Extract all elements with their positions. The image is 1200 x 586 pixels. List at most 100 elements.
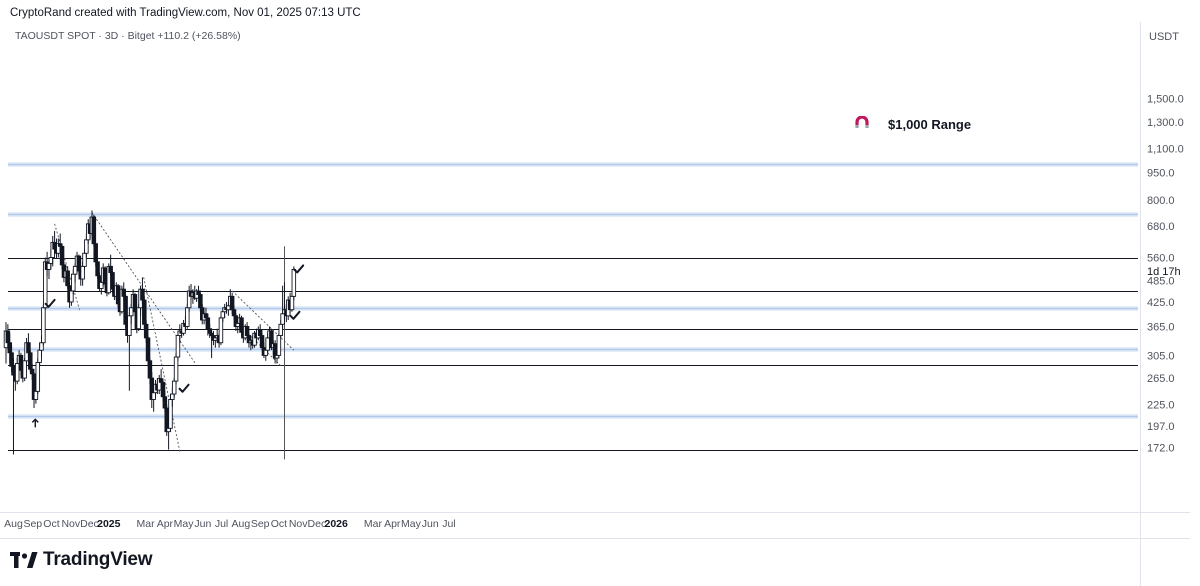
candle-body (39, 342, 44, 351)
price-tick-label: 425.0 (1147, 297, 1175, 309)
candle-body (140, 288, 145, 301)
time-tick-label: Sep (23, 518, 42, 530)
candle-body (65, 270, 70, 287)
price-tick-label: 680.0 (1147, 221, 1175, 233)
candle-body (185, 307, 190, 327)
candle-body (18, 354, 24, 371)
candle-body (136, 307, 141, 330)
time-tick-label: Oct (271, 518, 287, 530)
candle (22, 358, 27, 382)
price-tick-label: 365.0 (1147, 321, 1175, 333)
candle-body (69, 290, 74, 303)
arrow-up-icon (31, 418, 39, 428)
price-tick-label: 800.0 (1147, 195, 1175, 207)
candle (91, 214, 97, 247)
candle-body (226, 305, 231, 311)
candle-body (29, 368, 35, 375)
candle (233, 313, 239, 331)
candles (3, 210, 297, 455)
tradingview-logo-text: TradingView (43, 549, 153, 570)
tradingview-logo[interactable]: TradingView (10, 549, 153, 571)
time-tick-label: Apr (384, 518, 401, 530)
candle (11, 358, 16, 455)
time-tick-label: Sep (251, 518, 270, 530)
candle-body (11, 365, 16, 376)
candle-body (218, 317, 224, 344)
price-unit-label: USDT (1149, 31, 1179, 43)
tradingview-logo-icon (10, 552, 38, 568)
candle-body (171, 380, 177, 395)
candle-body (22, 360, 27, 379)
candle (123, 294, 128, 329)
bar-countdown: 1d 17h (1147, 266, 1181, 278)
candle-body (231, 309, 237, 317)
price-tick-label: 225.0 (1147, 399, 1175, 411)
time-tick-label: 2025 (97, 518, 121, 530)
candle-body (28, 352, 33, 370)
candle-body (115, 285, 121, 305)
time-tick-label: Oct (43, 518, 59, 530)
candle-body (110, 272, 115, 290)
time-tick-label: May (174, 518, 195, 530)
price-tick-label: 950.0 (1147, 167, 1175, 179)
candle-body (7, 342, 12, 354)
candle-body (108, 265, 113, 274)
time-tick-label: Jun (422, 518, 439, 530)
candle-body (91, 216, 97, 245)
candle (35, 358, 41, 395)
candle-body (278, 323, 283, 336)
time-tick-label: May (401, 518, 422, 530)
candle-body (102, 267, 108, 285)
candle-body (142, 299, 147, 325)
horizontal-levels (8, 162, 1138, 451)
trendline (236, 321, 282, 367)
candle-body (158, 378, 164, 383)
candle-body (9, 352, 14, 367)
candle (56, 238, 61, 258)
checkmark-icon (44, 298, 56, 308)
time-tick-label: Dec (80, 518, 99, 530)
candle-body (127, 315, 132, 336)
candle-body (259, 335, 265, 349)
price-tick-label: 265.0 (1147, 373, 1175, 385)
price-tick-label: 1,300.0 (1147, 117, 1184, 129)
candle-body (166, 427, 171, 433)
price-tick-label: 1,500.0 (1147, 94, 1184, 106)
candle-body (162, 396, 168, 409)
candle-body (170, 393, 175, 400)
candle-body (76, 255, 82, 272)
candle-body (72, 265, 78, 275)
candle-body (59, 245, 65, 266)
candle-body (207, 328, 212, 334)
candle-body (48, 257, 54, 264)
time-tick-label: Mar (364, 518, 383, 530)
candle-body (84, 239, 89, 254)
price-tick-label: 560.0 (1147, 253, 1175, 265)
candle-body (93, 243, 98, 263)
candle-body (173, 356, 179, 382)
time-tick-label: Jul (215, 518, 228, 530)
symbol-info: TAOUSDT SPOT · 3D · Bitget +110.2 (+26.5… (15, 30, 241, 42)
time-tick-label: Aug (232, 518, 251, 530)
candle-body (205, 317, 211, 330)
time-tick-label: Dec (308, 518, 327, 530)
candle-body (196, 290, 201, 295)
candle-body (239, 317, 244, 333)
candle-body (5, 330, 11, 344)
price-tick-label: 305.0 (1147, 350, 1175, 362)
price-tick-label: 172.0 (1147, 443, 1175, 455)
candle-body (168, 399, 173, 429)
candle-body (26, 342, 31, 354)
time-tick-label: 2026 (325, 518, 349, 530)
candle-body (52, 241, 57, 250)
candle-body (128, 307, 134, 317)
candle (272, 340, 278, 364)
time-tick-label: Jul (442, 518, 455, 530)
candle-body (132, 294, 138, 313)
checkmark-icon (289, 310, 301, 320)
price-tick-label: 485.0 (1147, 276, 1175, 288)
candle-body (263, 349, 269, 356)
candle-body (220, 311, 226, 319)
